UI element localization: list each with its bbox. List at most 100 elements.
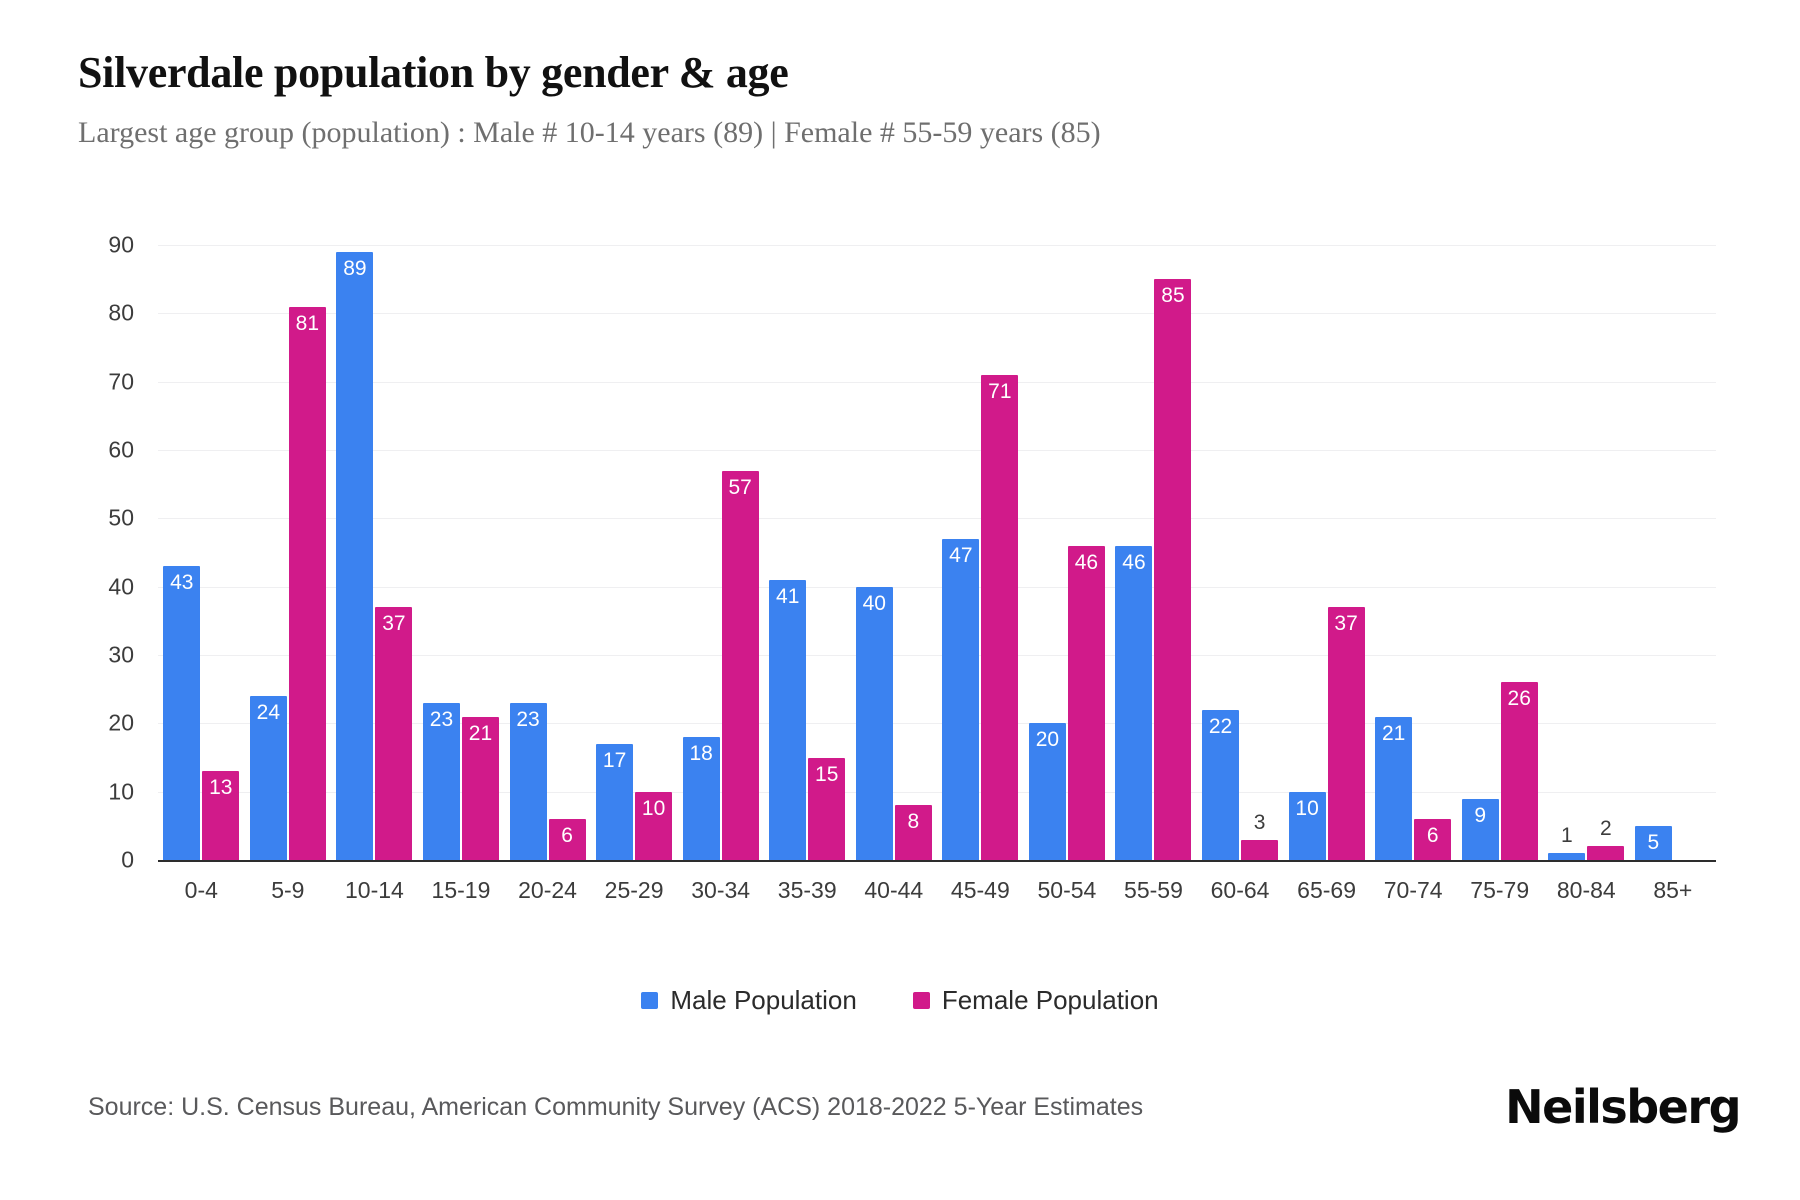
bar-value-label: 1 bbox=[1560, 824, 1573, 848]
bar-male[interactable]: 47 bbox=[942, 538, 980, 860]
bar-series-container: 43 13 24 81 89 37 23 21 23 6 17 10 18 57 41 15 40 8 47 71 20… bbox=[158, 245, 1716, 860]
bar-value-label: 26 bbox=[1507, 687, 1531, 711]
bar-value-label: 23 bbox=[429, 707, 454, 731]
x-axis-tick-label: 60-64 bbox=[1210, 877, 1270, 903]
bar-female[interactable]: 37 bbox=[375, 607, 413, 860]
bar-group: 24 81 bbox=[245, 245, 332, 860]
bar-female[interactable]: 26 bbox=[1500, 682, 1538, 860]
bar-value-label: 5 bbox=[1647, 830, 1660, 854]
bar-male[interactable]: 20 bbox=[1028, 723, 1066, 860]
bar-value-label: 10 bbox=[641, 796, 666, 820]
gridline bbox=[158, 381, 1716, 383]
bar-value-label: 85 bbox=[1161, 284, 1185, 308]
bar-female[interactable]: 15 bbox=[808, 757, 846, 860]
x-axis-tick-label: 55-59 bbox=[1124, 877, 1183, 903]
y-axis-tick-label: 0 bbox=[121, 846, 134, 873]
bar-female[interactable]: 71 bbox=[981, 374, 1019, 860]
bar-value-label: 23 bbox=[516, 707, 540, 731]
bar-group: 47 71 bbox=[937, 245, 1024, 860]
bar-value-label: 37 bbox=[1334, 612, 1358, 636]
x-axis-tick-label: 85+ bbox=[1653, 877, 1693, 903]
y-axis-tick-label: 20 bbox=[108, 709, 134, 736]
bar-female[interactable]: 6 bbox=[1414, 819, 1452, 860]
bar-male[interactable]: 24 bbox=[249, 696, 287, 860]
bar-value-label: 47 bbox=[949, 543, 973, 567]
bar-value-label: 22 bbox=[1208, 714, 1233, 738]
legend-label: Female Population bbox=[941, 985, 1159, 1015]
bar-male[interactable]: 43 bbox=[163, 566, 201, 860]
x-axis-tick-label: 0-4 bbox=[184, 877, 218, 903]
bar-male[interactable]: 41 bbox=[769, 579, 807, 860]
bar-male[interactable]: 10 bbox=[1288, 791, 1326, 860]
x-axis-tick-label: 65-69 bbox=[1297, 877, 1356, 903]
gridline bbox=[158, 655, 1716, 656]
x-axis-tick-label: 25-29 bbox=[604, 877, 664, 903]
bar-male[interactable]: 89 bbox=[336, 251, 374, 860]
bar-female[interactable]: 2 bbox=[1587, 818, 1625, 860]
source-note: Source: U.S. Census Bureau, American Com… bbox=[88, 1092, 1144, 1121]
y-axis-tick-label: 70 bbox=[108, 368, 134, 395]
gridline bbox=[158, 518, 1716, 520]
bar-male[interactable]: 9 bbox=[1461, 798, 1499, 860]
bar-group: 89 37 bbox=[331, 245, 418, 860]
bar-value-label: 9 bbox=[1474, 803, 1487, 827]
bar-male[interactable]: 22 bbox=[1202, 709, 1240, 860]
bar-value-label: 57 bbox=[728, 475, 752, 499]
bar-male[interactable]: 5 bbox=[1634, 825, 1672, 860]
y-axis-tick-label: 10 bbox=[108, 778, 134, 805]
bar-male[interactable]: 23 bbox=[422, 702, 460, 860]
bar-male[interactable]: 17 bbox=[596, 743, 634, 860]
legend-swatch-icon bbox=[641, 992, 659, 1009]
bar-female[interactable]: 57 bbox=[721, 470, 759, 860]
bar-value-label: 3 bbox=[1253, 810, 1266, 834]
legend-swatch-icon bbox=[912, 992, 930, 1009]
x-axis-tick-label: 40-44 bbox=[864, 877, 924, 903]
bar-female[interactable]: 85 bbox=[1154, 279, 1192, 860]
x-axis-tick-label: 35-39 bbox=[777, 877, 837, 903]
bar-male[interactable]: 40 bbox=[855, 586, 893, 860]
bar-value-label: 17 bbox=[602, 748, 627, 772]
bar-female[interactable]: 8 bbox=[894, 805, 932, 860]
bar-value-label: 81 bbox=[295, 311, 320, 335]
bar-group: 21 6 bbox=[1370, 245, 1457, 860]
bar-value-label: 46 bbox=[1074, 550, 1099, 574]
bar-value-label: 37 bbox=[382, 612, 406, 636]
legend-item[interactable]: Male Population bbox=[641, 985, 857, 1016]
gridline bbox=[158, 245, 1716, 246]
bar-group: 18 57 bbox=[677, 245, 764, 860]
bar-value-label: 20 bbox=[1035, 728, 1060, 752]
bar-value-label: 21 bbox=[1381, 721, 1406, 745]
x-axis-tick-label: 5-9 bbox=[271, 877, 305, 903]
chart-footer: Source: U.S. Census Bureau, American Com… bbox=[88, 1080, 1741, 1134]
bar-female[interactable]: 6 bbox=[548, 819, 586, 860]
x-axis-tick-label: 20-24 bbox=[518, 877, 577, 903]
bar-female[interactable]: 13 bbox=[202, 771, 240, 860]
bar-group: 43 13 bbox=[158, 245, 245, 860]
x-axis-tick-label: 50-54 bbox=[1037, 877, 1097, 903]
bar-male[interactable]: 23 bbox=[509, 702, 547, 860]
plot-area: 0 10 20 30 40 50 60 70 80 90 43 13 24 81 89 37 23 21 23 6 1… bbox=[96, 232, 1716, 905]
bar-value-label: 43 bbox=[170, 571, 194, 595]
bar-female[interactable]: 3 bbox=[1241, 812, 1279, 860]
gridline bbox=[158, 313, 1716, 315]
bar-male[interactable]: 21 bbox=[1375, 716, 1413, 860]
bar-group: 20 46 bbox=[1024, 245, 1111, 860]
x-axis-tick-label: 70-74 bbox=[1383, 877, 1443, 903]
bar-male[interactable]: 1 bbox=[1548, 825, 1586, 860]
x-axis-tick-label: 10-14 bbox=[344, 877, 404, 903]
bar-female[interactable]: 21 bbox=[461, 716, 499, 860]
bar-group: 40 8 bbox=[851, 245, 938, 860]
bar-female[interactable]: 37 bbox=[1327, 607, 1365, 860]
bar-male[interactable]: 18 bbox=[682, 737, 720, 860]
bar-female[interactable]: 81 bbox=[288, 306, 326, 860]
y-axis-tick-label: 30 bbox=[108, 641, 134, 668]
y-axis-tick-label: 60 bbox=[108, 436, 134, 463]
bar-female[interactable]: 46 bbox=[1067, 545, 1105, 860]
y-axis-tick-label: 80 bbox=[108, 299, 134, 326]
bar-group: 10 37 bbox=[1283, 245, 1370, 860]
bar-female[interactable]: 10 bbox=[635, 791, 673, 860]
y-axis-tick-label: 50 bbox=[108, 504, 134, 531]
bar-male[interactable]: 46 bbox=[1115, 545, 1153, 860]
legend-item[interactable]: Female Population bbox=[912, 985, 1159, 1016]
